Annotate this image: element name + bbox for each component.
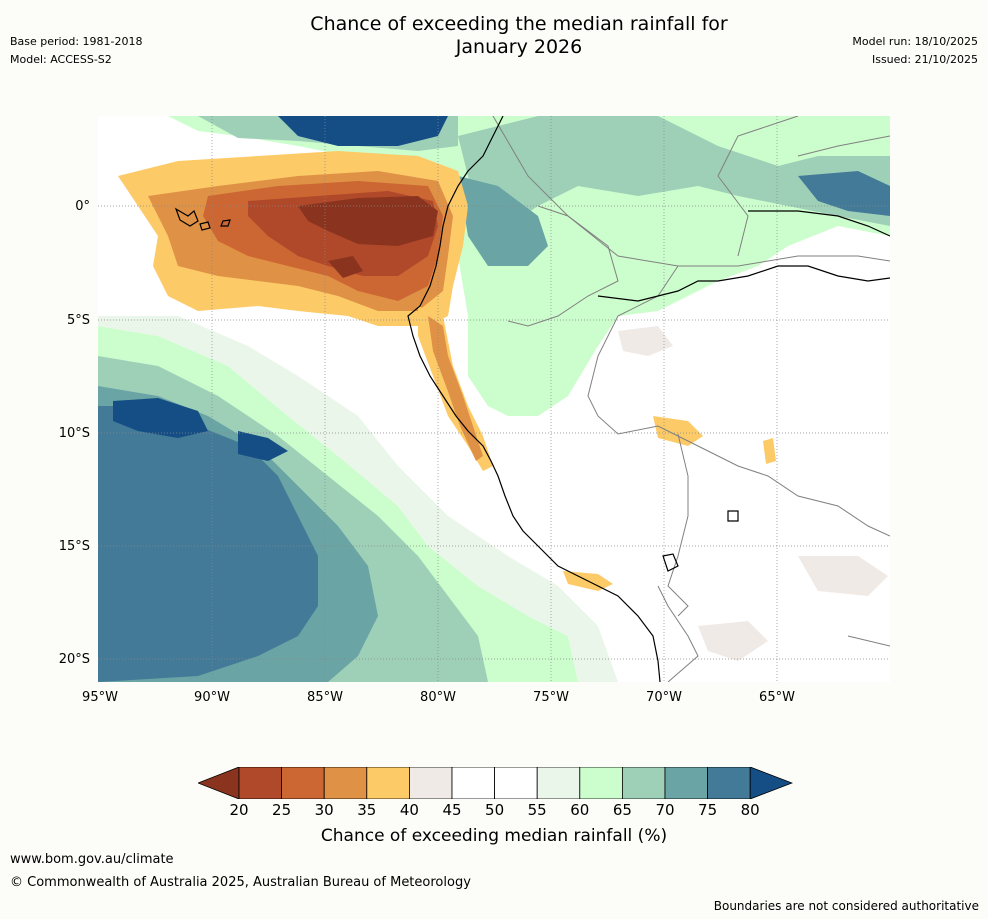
colorbar-seg-75-80 <box>707 766 751 800</box>
region-steelblue-southwest <box>98 406 318 682</box>
lon-label-65w: 65°W <box>759 690 795 705</box>
graticule <box>98 116 890 682</box>
title-line-2: January 2026 <box>455 36 583 58</box>
tick-label-30: 30 <box>314 801 334 819</box>
region-brown-west-2 <box>328 256 363 278</box>
map-title: Chance of exceeding the median rainfall … <box>0 13 988 59</box>
tick-label-80: 80 <box>740 801 760 819</box>
colorbar-seg-70-75 <box>664 766 708 800</box>
lon-label-75w: 75°W <box>533 690 569 705</box>
model-name: Model: ACCESS-S2 <box>10 53 112 66</box>
colorbar-arrow-right <box>749 766 794 800</box>
tick-label-50: 50 <box>485 801 505 819</box>
coastline <box>174 116 890 682</box>
region-orange-coast <box>428 316 483 461</box>
colorbar-seg-45-50 <box>451 766 495 800</box>
colorbar-label: Chance of exceeding median rainfall (%) <box>320 826 668 846</box>
meta-right: Model run: 18/10/2025 Issued: 21/10/2025 <box>852 33 978 69</box>
tick-label-20: 20 <box>229 801 249 819</box>
tick-label-25: 25 <box>272 801 292 819</box>
issued-date: Issued: 21/10/2025 <box>871 53 978 66</box>
region-grey-3 <box>698 621 768 661</box>
lon-label-90w: 90°W <box>194 690 230 705</box>
lon-label-80w: 80°W <box>420 690 456 705</box>
region-light-green-north <box>168 116 890 416</box>
region-grey-2 <box>798 556 888 596</box>
colorbar-segments <box>238 766 751 800</box>
lat-label-5s: 5°S <box>66 313 90 328</box>
lat-label-20s: 20°S <box>58 652 90 667</box>
footer-copyright: © Commonwealth of Australia 2025, Austra… <box>10 875 471 890</box>
tick-label-70: 70 <box>655 801 675 819</box>
tick-label-75: 75 <box>698 801 718 819</box>
colorbar-seg-55-60 <box>536 766 581 800</box>
lon-label-95w: 95°W <box>82 690 118 705</box>
colorbar-seg-50-55 <box>494 766 538 800</box>
region-steelblue-northeast <box>798 171 890 216</box>
tick-label-65: 65 <box>612 801 632 819</box>
tick-label-45: 45 <box>442 801 462 819</box>
colorbar-seg-40-45 <box>408 766 453 800</box>
region-teal-northeast <box>458 116 890 226</box>
colorbar-seg-30-35 <box>323 766 368 800</box>
tick-label-35: 35 <box>357 801 377 819</box>
model-run: Model run: 18/10/2025 <box>852 35 978 48</box>
colorbar-svg <box>196 766 794 800</box>
colorbar-arrow-left <box>196 766 240 800</box>
region-yellow-interior-2 <box>763 438 776 464</box>
colorbar-seg-35-40 <box>366 766 410 800</box>
colorbar <box>196 766 794 800</box>
footer-website[interactable]: www.bom.gov.au/climate <box>10 852 174 867</box>
lat-label-0: 0° <box>75 199 90 214</box>
lon-label-70w: 70°W <box>646 690 682 705</box>
tick-label-55: 55 <box>527 801 547 819</box>
lat-label-10s: 10°S <box>58 426 90 441</box>
region-brown-west <box>298 196 438 246</box>
tick-label-40: 40 <box>399 801 419 819</box>
tick-label-60: 60 <box>570 801 590 819</box>
map-svg <box>98 116 890 682</box>
meta-left: Base period: 1981-2018 Model: ACCESS-S2 <box>10 33 142 69</box>
colorbar-seg-60-65 <box>579 766 623 800</box>
region-darkblue-north <box>278 116 448 146</box>
region-darkblue-1 <box>113 398 208 438</box>
region-darkteal-northeast <box>458 176 548 266</box>
colorbar-seg-20-25 <box>238 766 282 800</box>
region-grey-1 <box>618 326 673 356</box>
colorbar-seg-65-70 <box>621 766 666 800</box>
colorbar-seg-25-30 <box>281 766 325 800</box>
region-yellow-interior-1 <box>653 416 703 446</box>
base-period: Base period: 1981-2018 <box>10 35 143 48</box>
rainfall-map <box>98 116 890 682</box>
lon-label-85w: 85°W <box>307 690 343 705</box>
footer-disclaimer: Boundaries are not considered authoritat… <box>713 899 979 913</box>
title-line-1: Chance of exceeding the median rainfall … <box>310 13 728 35</box>
lat-label-15s: 15°S <box>58 539 90 554</box>
region-darkblue-2 <box>238 431 288 461</box>
country-borders <box>492 116 890 682</box>
region-pale-green-mid <box>98 316 618 682</box>
